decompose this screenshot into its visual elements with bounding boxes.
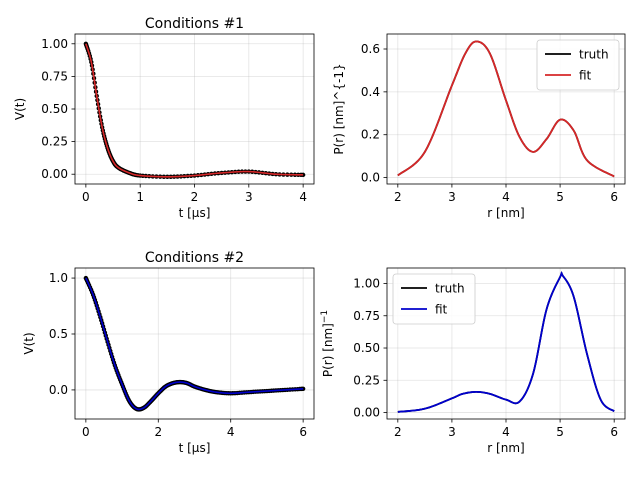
axes-frame	[386, 267, 626, 420]
x-axis-label: r [nm]	[487, 206, 524, 220]
x-tick-label: 2	[191, 190, 199, 204]
y-tick-label: 0.00	[41, 167, 68, 181]
y-tick-label: 0.25	[353, 373, 380, 387]
x-tick-label: 3	[245, 190, 253, 204]
x-tick-label: 4	[502, 425, 510, 439]
y-tick-label: 0.5	[49, 327, 68, 341]
x-axis-label: t [μs]	[179, 206, 211, 220]
x-axis-label: r [nm]	[487, 441, 524, 455]
y-tick-label: 0.0	[361, 171, 380, 185]
axes-frame	[74, 267, 315, 420]
y-tick-label: 0.50	[353, 341, 380, 355]
chart-panel-2: 2 3 4 5 6 0.0 0.2 0.4 0.6 r [nm] P(r) [nm]^{-1} tru…	[332, 33, 626, 220]
chart-title: Conditions #1	[145, 16, 244, 32]
y-tick-label: 0.2	[361, 128, 380, 142]
y-axis-label-superscript: −1	[320, 310, 330, 323]
y-tick-label: 1.00	[353, 276, 380, 290]
x-tick-label: 3	[448, 190, 456, 204]
y-tick-label: 0.75	[353, 309, 380, 323]
y-tick-label: 0.75	[41, 69, 68, 83]
x-axis-label: t [μs]	[179, 441, 211, 455]
plot-area	[397, 271, 615, 413]
y-tick-label: 0.00	[353, 406, 380, 420]
x-tick-label: 0	[82, 425, 90, 439]
axes-frame	[74, 33, 315, 185]
x-tick-label: 2	[394, 190, 402, 204]
x-tick-label: 6	[299, 425, 307, 439]
y-axis-label: P(r) [nm]−1	[320, 310, 335, 377]
y-axis-label-text: P(r) [nm]^{-1}	[332, 63, 346, 154]
y-axis-label: P(r) [nm]^{-1}	[332, 63, 346, 154]
chart-panel-1: 0 1 2 3 4 0.00 0.25 0.50 0.75 1.00 Conditions #1 t …	[13, 16, 315, 220]
legend: truth fit	[536, 39, 620, 91]
legend-label-fit: fit	[435, 303, 448, 317]
y-tick-label: 0.25	[41, 135, 68, 149]
x-tick-label: 4	[299, 190, 307, 204]
series-line-fit	[397, 40, 615, 178]
y-axis-label-text: V(t)	[22, 332, 36, 354]
x-tick-label: 0	[82, 190, 90, 204]
legend-label-truth: truth	[435, 282, 465, 296]
legend-label-truth: truth	[579, 48, 609, 62]
legend-box	[392, 273, 476, 325]
x-tick-label: 3	[448, 425, 456, 439]
x-tick-label: 4	[502, 190, 510, 204]
x-tick-label: 2	[154, 425, 162, 439]
chart-panel-4: 2 3 4 5 6 0.00 0.25 0.50 0.75 1.00 r [nm] P(r) [nm]…	[320, 267, 626, 455]
y-axis-label-text: V(t)	[13, 98, 27, 120]
y-tick-label: 1.00	[41, 37, 68, 51]
axes-frame	[386, 33, 626, 185]
legend-box	[536, 39, 620, 91]
series-line-fit	[397, 271, 615, 413]
y-axis-label: V(t)	[22, 332, 36, 354]
x-tick-label: 5	[556, 425, 564, 439]
chart-panel-3: 0 2 4 6 0.0 0.5 1.0 Conditions #2 t [μs] V(t)	[22, 250, 315, 455]
legend: truth fit	[392, 273, 476, 325]
y-axis-label-text: P(r) [nm]	[321, 323, 335, 377]
chart-title: Conditions #2	[145, 250, 244, 266]
legend-label-fit: fit	[579, 69, 592, 83]
plot-area	[83, 41, 306, 180]
y-tick-label: 0.4	[361, 85, 380, 99]
y-tick-label: 0.50	[41, 102, 68, 116]
y-axis-label: V(t)	[13, 98, 27, 120]
x-tick-label: 1	[136, 190, 144, 204]
x-tick-label: 6	[610, 190, 618, 204]
y-tick-label: 0.0	[49, 383, 68, 397]
plot-area	[397, 40, 615, 178]
fit-line	[85, 43, 304, 178]
y-tick-label: 0.6	[361, 42, 380, 56]
x-tick-label: 5	[556, 190, 564, 204]
y-tick-label: 1.0	[49, 271, 68, 285]
x-tick-label: 6	[610, 425, 618, 439]
fit-line	[85, 277, 304, 411]
x-tick-label: 4	[227, 425, 235, 439]
x-tick-label: 2	[394, 425, 402, 439]
plot-area	[83, 275, 306, 412]
